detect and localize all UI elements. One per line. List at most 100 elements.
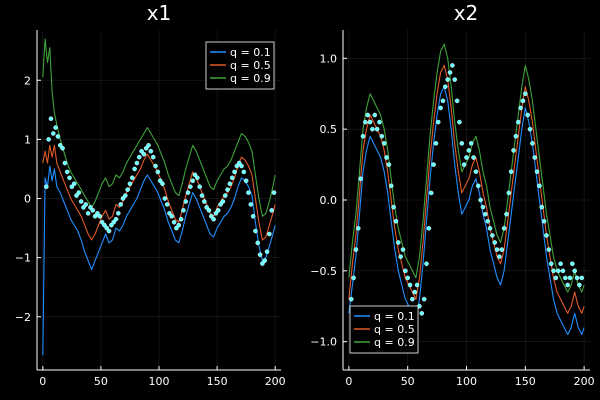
series-line-0 bbox=[42, 165, 276, 356]
observation-point bbox=[248, 202, 254, 207]
observation-point bbox=[269, 208, 275, 213]
y-tick-label: −1 bbox=[15, 252, 31, 265]
observation-point bbox=[534, 169, 540, 174]
observation-point bbox=[243, 178, 249, 184]
observation-point bbox=[246, 190, 251, 195]
observation-point bbox=[360, 133, 366, 139]
observation-point bbox=[541, 218, 547, 224]
observation-point bbox=[255, 240, 261, 246]
observation-point bbox=[574, 275, 580, 281]
observation-point bbox=[563, 275, 568, 281]
x-tick-label: 50 bbox=[401, 375, 415, 388]
observation-point bbox=[62, 160, 68, 166]
observation-point bbox=[459, 141, 465, 146]
observation-point bbox=[76, 190, 82, 195]
observation-point bbox=[485, 218, 490, 224]
observation-point bbox=[551, 268, 556, 274]
observation-point bbox=[527, 126, 533, 132]
legend-label: q = 0.9 bbox=[230, 72, 271, 85]
observation-point bbox=[202, 199, 207, 204]
observations-group bbox=[43, 116, 277, 266]
observation-point bbox=[211, 216, 216, 222]
observation-point bbox=[572, 268, 578, 274]
observation-point bbox=[501, 226, 507, 231]
observation-point bbox=[206, 208, 212, 213]
observation-point bbox=[83, 202, 89, 207]
series-line-0 bbox=[348, 86, 585, 336]
observation-point bbox=[475, 183, 481, 189]
observation-point bbox=[523, 91, 528, 97]
observation-point bbox=[471, 155, 476, 160]
x-tick-label: 150 bbox=[207, 375, 228, 388]
observation-point bbox=[424, 261, 429, 267]
observation-point bbox=[358, 176, 363, 182]
observation-point bbox=[454, 98, 460, 104]
observation-point bbox=[494, 247, 500, 252]
observation-point bbox=[220, 199, 226, 204]
observation-point bbox=[377, 119, 382, 125]
y-tick-label: 2 bbox=[24, 74, 31, 87]
observation-point bbox=[188, 184, 193, 189]
legend: q = 0.1q = 0.5q = 0.9 bbox=[349, 305, 419, 354]
observation-point bbox=[407, 282, 413, 288]
observation-point bbox=[78, 199, 84, 204]
observation-point bbox=[435, 119, 441, 125]
observation-point bbox=[353, 247, 359, 252]
observation-point bbox=[365, 112, 371, 118]
observations-group bbox=[348, 63, 585, 316]
observation-point bbox=[367, 119, 373, 125]
observation-point bbox=[351, 275, 356, 281]
y-tick-label: 0 bbox=[24, 193, 31, 206]
observation-point bbox=[55, 134, 61, 139]
y-tick-label: 1 bbox=[24, 133, 31, 146]
observation-point bbox=[363, 119, 368, 125]
observation-point bbox=[539, 204, 545, 210]
observation-point bbox=[445, 77, 450, 82]
observation-point bbox=[227, 181, 233, 187]
y-tick-label: −0.5 bbox=[310, 265, 337, 278]
observation-point bbox=[433, 141, 439, 146]
observation-point bbox=[447, 70, 453, 75]
observation-point bbox=[132, 166, 137, 172]
observation-point bbox=[577, 282, 582, 288]
observation-point bbox=[215, 208, 221, 213]
legend: q = 0.1q = 0.5q = 0.9 bbox=[205, 41, 275, 90]
observation-point bbox=[555, 268, 561, 274]
observation-point bbox=[384, 155, 389, 160]
observation-point bbox=[461, 162, 467, 167]
legend-label: q = 0.1 bbox=[230, 46, 271, 59]
x-tick-label: 150 bbox=[515, 375, 536, 388]
observation-point bbox=[570, 261, 575, 267]
observation-point bbox=[123, 193, 128, 198]
observation-point bbox=[391, 204, 396, 210]
observation-point bbox=[125, 187, 130, 192]
observation-point bbox=[388, 183, 394, 189]
observation-point bbox=[565, 282, 570, 288]
x-tick-label: 0 bbox=[345, 375, 352, 388]
y-tick-label: −1.0 bbox=[310, 336, 337, 349]
observation-point bbox=[558, 261, 563, 267]
observation-point bbox=[508, 169, 514, 174]
observation-point bbox=[414, 282, 420, 288]
x-tick-label: 0 bbox=[39, 375, 46, 388]
observation-point bbox=[443, 84, 448, 89]
observation-point bbox=[419, 311, 425, 316]
observation-point bbox=[222, 193, 228, 198]
observation-point bbox=[225, 187, 230, 192]
observation-point bbox=[506, 190, 512, 196]
observation-point bbox=[176, 222, 182, 228]
axes: 0 50 100 150 200 −2 −1 0 1 2 bbox=[15, 30, 286, 388]
observation-point bbox=[153, 163, 158, 169]
observation-point bbox=[403, 268, 408, 274]
observation-point bbox=[480, 204, 486, 210]
observation-point bbox=[379, 133, 385, 139]
observation-point bbox=[567, 275, 573, 281]
observation-point bbox=[553, 275, 559, 281]
observation-point bbox=[178, 216, 184, 222]
observation-point bbox=[546, 247, 552, 252]
observation-point bbox=[43, 184, 49, 189]
observation-point bbox=[440, 98, 446, 104]
observation-point bbox=[141, 151, 147, 157]
y-tick-label: 0.5 bbox=[320, 123, 338, 136]
